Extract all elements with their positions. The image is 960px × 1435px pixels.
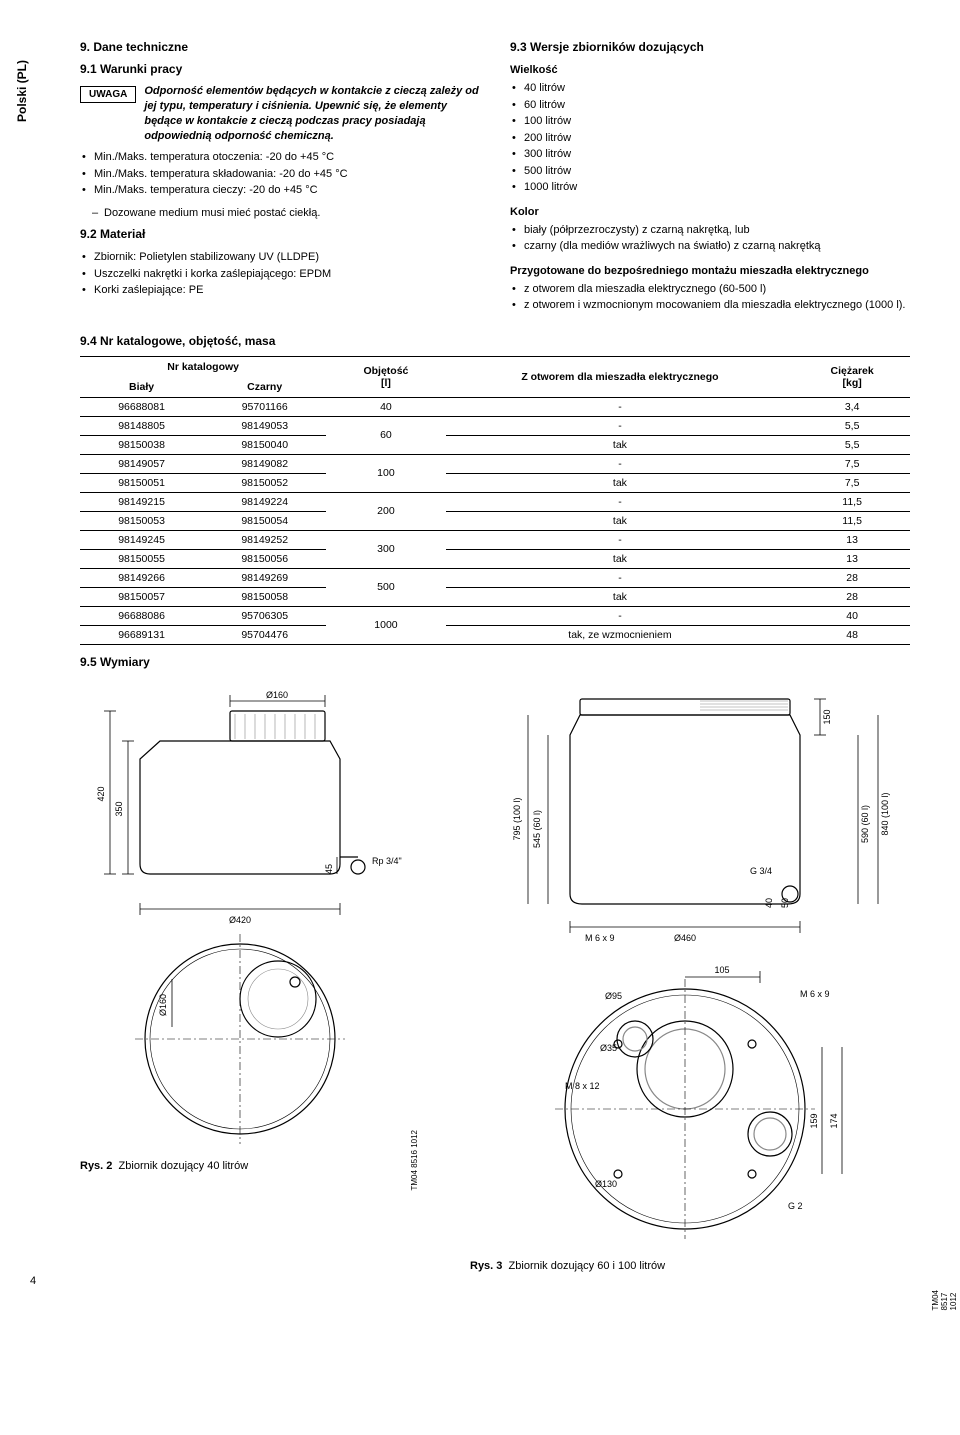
table-row: 981488059814905360-5,5: [80, 416, 910, 435]
section-9-4-title: 9.4 Nr katalogowe, objętość, masa: [80, 334, 910, 348]
list-item: 500 litrów: [510, 163, 910, 180]
table-row: 9814905798149082100-7,5: [80, 454, 910, 473]
list-item: Min./Maks. temperatura cieczy: -20 do +4…: [80, 182, 480, 199]
list-item: Zbiornik: Polietylen stabilizowany UV (L…: [80, 249, 480, 266]
svg-text:Rp 3/4": Rp 3/4": [372, 856, 402, 866]
list-item: Dozowane medium musi mieć postać ciekłą.: [80, 205, 480, 222]
list-item: 40 litrów: [510, 80, 910, 97]
list-item: Min./Maks. temperatura składowania: -20 …: [80, 166, 480, 183]
svg-text:Ø460: Ø460: [674, 933, 696, 943]
figure-3-caption: Rys. 3 Zbiornik dozujący 60 i 100 litrów: [470, 1260, 910, 1272]
page-number: 4: [30, 1275, 36, 1287]
list-item: z otworem dla mieszadła elektrycznego (6…: [510, 281, 910, 298]
figure-2: Ø160: [80, 689, 450, 1152]
svg-text:150: 150: [822, 709, 832, 724]
list-item: 1000 litrów: [510, 179, 910, 196]
figure-2-ref: TM04 8516 1012: [410, 1130, 419, 1191]
svg-text:M 8 x 12: M 8 x 12: [565, 1081, 600, 1091]
list-item: 60 litrów: [510, 97, 910, 114]
figure-2-caption: Rys. 2 Zbiornik dozujący 40 litrów: [80, 1160, 450, 1172]
svg-text:159: 159: [809, 1113, 819, 1128]
table-row: 9815005198150052tak7,5: [80, 473, 910, 492]
section-9-2-title: 9.2 Materiał: [80, 227, 480, 241]
table-row: 9814924598149252300-13: [80, 530, 910, 549]
notice-text: Odporność elementów będących w kontakcie…: [144, 84, 480, 143]
table-row: 9815005398150054tak11,5: [80, 511, 910, 530]
figure-3: 150 795 (100 l) 545 (60 l) 590 (60 l) 84…: [470, 689, 910, 1252]
th-black: Czarny: [203, 377, 326, 398]
size-label: Wielkość: [510, 64, 910, 76]
svg-text:420: 420: [96, 786, 106, 801]
svg-text:Ø160: Ø160: [266, 690, 288, 700]
section-9-title: 9. Dane techniczne: [80, 40, 480, 54]
svg-text:105: 105: [714, 965, 729, 975]
svg-text:545 (60 l): 545 (60 l): [532, 809, 542, 847]
svg-text:50: 50: [780, 897, 790, 907]
language-tab: Polski (PL): [15, 60, 29, 122]
table-row: 9814921598149224200-11,5: [80, 492, 910, 511]
size-list: 40 litrów 60 litrów 100 litrów 200 litró…: [510, 80, 910, 196]
svg-text:350: 350: [114, 801, 124, 816]
svg-text:Ø35: Ø35: [600, 1043, 617, 1053]
svg-text:840 (100 l): 840 (100 l): [880, 792, 890, 835]
list-item: Min./Maks. temperatura otoczenia: -20 do…: [80, 149, 480, 166]
table-row: 9815005598150056tak13: [80, 549, 910, 568]
svg-text:M 6 x 9: M 6 x 9: [800, 989, 830, 999]
table-row: 9815003898150040tak5,5: [80, 435, 910, 454]
svg-text:174: 174: [829, 1113, 839, 1128]
list-item: 200 litrów: [510, 130, 910, 147]
th-vol: Objętość [l]: [326, 356, 445, 397]
svg-text:G 2: G 2: [788, 1201, 803, 1211]
prep-list: z otworem dla mieszadła elektrycznego (6…: [510, 281, 910, 314]
svg-text:Ø420: Ø420: [229, 915, 251, 925]
conditions-list: Min./Maks. temperatura otoczenia: -20 do…: [80, 149, 480, 199]
th-mixer: Z otworem dla mieszadła elektrycznego: [446, 356, 795, 397]
svg-text:Ø95: Ø95: [605, 991, 622, 1001]
th-cat-group: Nr katalogowy: [80, 356, 326, 377]
list-item: Korki zaślepiające: PE: [80, 282, 480, 299]
list-item: 300 litrów: [510, 146, 910, 163]
figure-3-ref: TM04 8517 1012: [931, 1290, 958, 1310]
table-row: 96688086957063051000-40: [80, 606, 910, 625]
list-item: biały (półprzezroczysty) z czarną nakręt…: [510, 222, 910, 239]
section-9-5-title: 9.5 Wymiary: [80, 655, 910, 669]
list-item: czarny (dla mediów wrażliwych na światło…: [510, 238, 910, 255]
table-row: 9815005798150058tak28: [80, 587, 910, 606]
svg-text:G 3/4: G 3/4: [750, 866, 772, 876]
color-label: Kolor: [510, 206, 910, 218]
section-9-1-title: 9.1 Warunki pracy: [80, 62, 480, 76]
catalog-table: Nr katalogowy Objętość [l] Z otworem dla…: [80, 356, 910, 645]
prep-label: Przygotowane do bezpośredniego montażu m…: [510, 265, 910, 277]
th-white: Biały: [80, 377, 203, 398]
svg-text:45: 45: [324, 863, 334, 873]
section-9-3-title: 9.3 Wersje zbiorników dozujących: [510, 40, 910, 54]
material-list: Zbiornik: Polietylen stabilizowany UV (L…: [80, 249, 480, 299]
notice-badge: UWAGA: [80, 86, 136, 103]
list-item: Uszczelki nakrętki i korka zaślepiająceg…: [80, 266, 480, 283]
conditions-sublist: Dozowane medium musi mieć postać ciekłą.: [80, 205, 480, 222]
svg-text:M 6 x 9: M 6 x 9: [585, 933, 615, 943]
svg-text:Ø160: Ø160: [158, 993, 168, 1015]
color-list: biały (półprzezroczysty) z czarną nakręt…: [510, 222, 910, 255]
table-row: 966880819570116640-3,4: [80, 397, 910, 416]
list-item: z otworem i wzmocnionym mocowaniem dla m…: [510, 297, 910, 314]
svg-text:590 (60 l): 590 (60 l): [860, 804, 870, 842]
table-row: 9814926698149269500-28: [80, 568, 910, 587]
svg-text:795 (100 l): 795 (100 l): [512, 797, 522, 840]
svg-text:40: 40: [764, 897, 774, 907]
svg-text:Ø130: Ø130: [595, 1179, 617, 1189]
list-item: 100 litrów: [510, 113, 910, 130]
table-row: 9668913195704476tak, ze wzmocnieniem48: [80, 625, 910, 644]
th-weight: Ciężarek [kg]: [794, 356, 910, 397]
